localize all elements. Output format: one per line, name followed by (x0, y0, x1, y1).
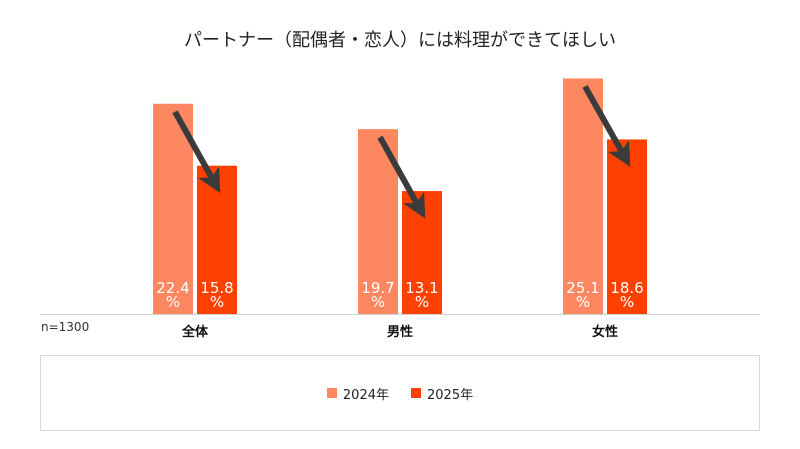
legend-swatch-2025 (411, 388, 421, 398)
legend-item-2024: 2024年 (326, 384, 389, 403)
category-label-female: 女性 (591, 325, 618, 340)
decline-arrow-female (582, 84, 631, 167)
data-label-male-2024: 19.7% (361, 279, 394, 311)
bar-all-2024 (153, 103, 193, 315)
data-label-all-2025: 15.8% (200, 279, 233, 311)
data-label-male-2025: 13.1% (405, 279, 438, 311)
decline-arrow-all (172, 110, 221, 194)
legend-swatch-2024 (326, 388, 337, 398)
sample-size-note: n=1300 (41, 320, 90, 334)
data-label-female-2024: 25.1% (566, 279, 599, 311)
data-label-all-2024: 22.4% (156, 279, 189, 311)
legend-item-2025: 2025年 (411, 384, 473, 403)
chart-title: パートナー（配偶者・恋人）には料理ができてほしい (184, 30, 616, 51)
bar-female-2024 (563, 78, 603, 314)
category-label-male: 男性 (386, 325, 413, 340)
legend: 2024年 2025年 (40, 355, 760, 431)
legend-label-2025: 2025年 (427, 387, 474, 403)
legend-label-2024: 2024年 (342, 387, 389, 403)
bar-female-2025 (607, 139, 647, 314)
decline-arrow-male (377, 135, 426, 219)
data-label-female-2025: 18.6% (610, 279, 643, 311)
category-label-all: 全体 (181, 325, 208, 340)
